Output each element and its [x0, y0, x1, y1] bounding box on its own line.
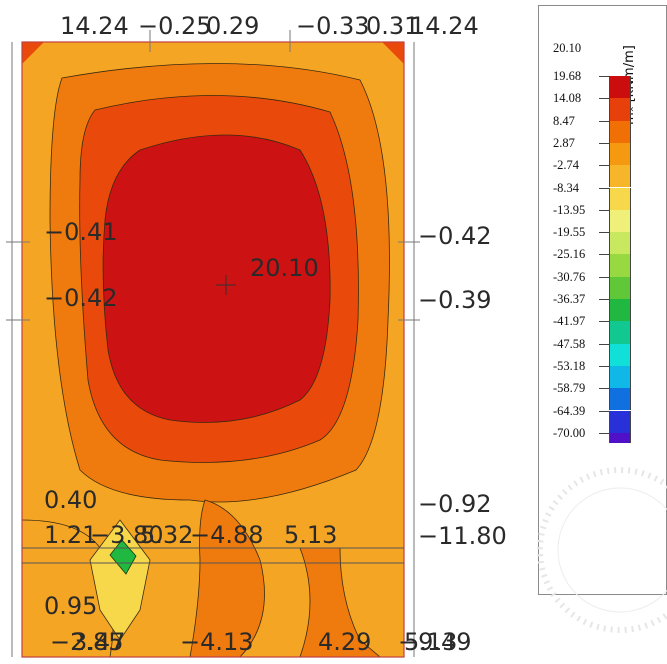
legend-color-swatch	[609, 187, 631, 210]
legend-level-label: -8.34	[553, 180, 580, 195]
legend-tick	[599, 120, 609, 122]
legend-color-swatch	[609, 142, 631, 166]
legend-color-swatch	[609, 120, 631, 143]
legend-color-swatch	[609, 209, 631, 233]
legend-level-label: -36.37	[553, 292, 586, 306]
slab-outline	[21, 41, 405, 658]
legend-tick	[599, 142, 609, 144]
legend-tick	[599, 321, 609, 323]
legend-level-label: -70.00	[553, 425, 586, 440]
left-label-4: 0.95	[44, 592, 97, 620]
legend-tick	[599, 365, 609, 367]
legend-level-label: 2.87	[553, 135, 575, 150]
left-label-1: −0.41	[44, 218, 118, 246]
right-label-1: −0.42	[418, 222, 492, 250]
legend-color-swatch	[609, 232, 631, 255]
row-label-4: −4.88	[190, 521, 264, 549]
bottom-label-2: 3.47	[72, 628, 125, 656]
bottom-label-4: 4.29	[318, 628, 371, 656]
bottom-label-3: −4.13	[180, 628, 254, 656]
legend-level-label: -19.55	[553, 225, 586, 240]
legend-tick	[599, 98, 609, 100]
right-label-3: −0.92	[418, 490, 492, 518]
top-label-2: −0.25	[138, 12, 212, 40]
legend-level-label: -41.97	[553, 314, 586, 329]
center-max-label: 20.10	[250, 254, 319, 282]
legend-tick	[599, 432, 609, 434]
legend-level-label: -2.74	[553, 158, 580, 173]
legend-color-swatch	[609, 343, 631, 366]
legend-color-swatch	[609, 165, 631, 188]
legend-level-label: -47.58	[553, 336, 586, 351]
contour-plot: 14.24 −0.25 0.29 −0.33 0.31 14.24 −0.42 …	[6, 12, 507, 658]
row-label-3: 5.32	[140, 521, 193, 549]
legend-color-swatch	[609, 254, 631, 277]
left-label-2: −0.42	[44, 284, 118, 312]
row-label-2: −3.80	[90, 521, 164, 549]
top-label-3: 0.29	[206, 12, 259, 40]
legend-tick	[599, 276, 609, 278]
legend-level-label: -30.76	[553, 269, 586, 284]
legend-max-label: 20.10	[553, 41, 582, 55]
corner-top-left	[22, 42, 44, 64]
legend-level-label: 19.68	[553, 69, 582, 83]
legend-tick	[599, 343, 609, 345]
right-label-2: −0.39	[418, 286, 492, 314]
legend-color-swatch	[609, 76, 631, 99]
legend-level-label: -58.79	[553, 381, 586, 396]
legend-level-label: -53.18	[553, 358, 586, 373]
legend-tick	[599, 76, 609, 77]
bottom-label-5: −9.49	[398, 628, 472, 656]
legend-level-label: 8.47	[553, 113, 575, 128]
legend-tick	[599, 209, 609, 211]
row-label-1: 1.21	[44, 521, 97, 549]
row-label-5: 5.13	[284, 521, 337, 549]
top-label-4: −0.33	[296, 12, 370, 40]
compass-decoration	[537, 467, 667, 633]
legend-level-label: -25.16	[553, 247, 586, 262]
corner-top-right	[382, 42, 404, 64]
legend-color-swatch	[609, 365, 631, 389]
legend-tick	[599, 254, 609, 256]
legend-color-swatch	[609, 299, 631, 322]
legend-color-swatch	[609, 321, 631, 344]
legend-tick	[599, 187, 609, 189]
legend-level-label: 14.08	[553, 91, 582, 106]
legend-tick	[599, 410, 609, 412]
top-label-1: 14.24	[60, 12, 129, 40]
legend-level-label: -64.39	[553, 403, 586, 418]
left-label-3: 0.40	[44, 486, 97, 514]
bottom-label-6: 5.13	[404, 628, 457, 656]
legend-color-swatch	[609, 98, 631, 121]
legend-color-swatch	[609, 388, 631, 411]
legend-tick	[599, 232, 609, 234]
right-label-4: −11.80	[418, 522, 507, 550]
bottom-label-1: −2.85	[50, 628, 124, 656]
contour-red-core	[102, 134, 331, 423]
legend-tick	[599, 299, 609, 300]
legend-level-label: -13.95	[553, 202, 586, 217]
legend-color-swatch	[609, 276, 631, 299]
legend-tick	[599, 388, 609, 390]
top-label-6: 14.24	[410, 12, 479, 40]
top-label-5: 0.31	[366, 12, 419, 40]
legend-color-swatch	[609, 432, 631, 443]
contour-yellow-spike	[89, 519, 151, 641]
legend-tick	[599, 165, 609, 167]
legend-color-swatch	[609, 410, 631, 433]
